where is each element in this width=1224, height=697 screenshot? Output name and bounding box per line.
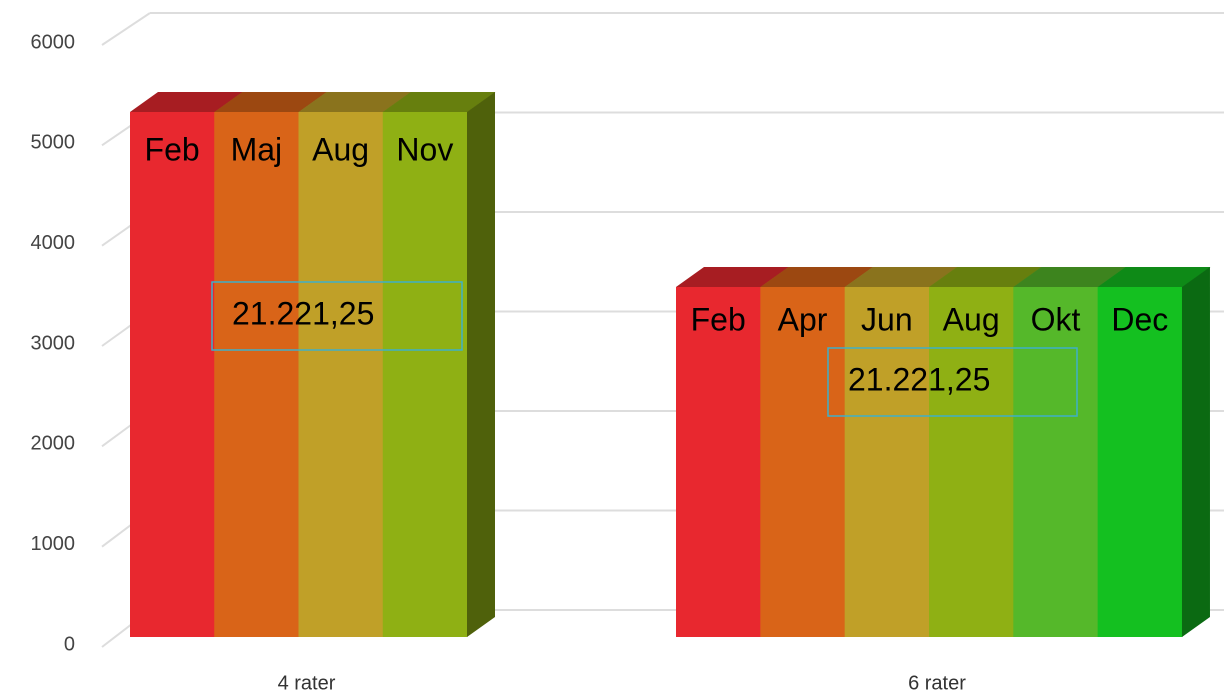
bar-side	[467, 92, 495, 637]
grid-line	[101, 12, 151, 46]
bar-segment	[130, 112, 215, 637]
bar-segment-top	[382, 92, 496, 112]
bar-segment	[928, 287, 1014, 637]
segment-label: Feb	[145, 131, 200, 167]
bar-segment-top	[1097, 267, 1211, 287]
bar-side	[1181, 267, 1210, 637]
annotation: 21.221,25	[232, 295, 374, 331]
y-tick-label: 1000	[31, 533, 76, 555]
y-tick-label: 6000	[31, 31, 76, 53]
y-tick-label: 2000	[31, 433, 76, 455]
annotation: 21.221,25	[848, 361, 990, 397]
bar-segment	[1097, 287, 1183, 637]
bar-segment-top	[844, 267, 958, 287]
bar-segment-top	[928, 267, 1042, 287]
bar-segment	[214, 112, 299, 637]
segment-label: Okt	[1031, 301, 1081, 337]
segment-label: Dec	[1111, 301, 1168, 337]
bar-segment-top	[298, 92, 412, 112]
segment-label: Apr	[778, 301, 828, 337]
bar-segment	[298, 112, 384, 637]
y-tick-label: 0	[64, 633, 75, 655]
bar-segment	[676, 287, 761, 637]
y-tick-label: 5000	[31, 132, 76, 154]
segment-label: Aug	[943, 301, 1000, 337]
segment-label: Aug	[312, 131, 369, 167]
annotation-box	[211, 281, 463, 351]
bar-segment-top	[214, 92, 327, 112]
bar-segment-top	[130, 92, 243, 112]
bar-segment-top	[676, 267, 789, 287]
bar-segment	[760, 287, 846, 637]
segment-label: Feb	[691, 301, 746, 337]
segment-label: Jun	[861, 301, 913, 337]
x-tick-label: 4 rater	[278, 672, 336, 694]
bar-segment-top	[760, 267, 874, 287]
bar-segment-top	[1013, 267, 1127, 287]
segment-label: Nov	[396, 131, 453, 167]
segment-label: Maj	[231, 131, 283, 167]
bar-segment	[844, 287, 930, 637]
bar-segment	[382, 112, 468, 637]
bar-segment	[1013, 287, 1099, 637]
y-tick-label: 3000	[31, 332, 76, 354]
y-tick-label: 4000	[31, 232, 76, 254]
annotation-box	[827, 347, 1078, 417]
x-tick-label: 6 rater	[908, 672, 966, 694]
